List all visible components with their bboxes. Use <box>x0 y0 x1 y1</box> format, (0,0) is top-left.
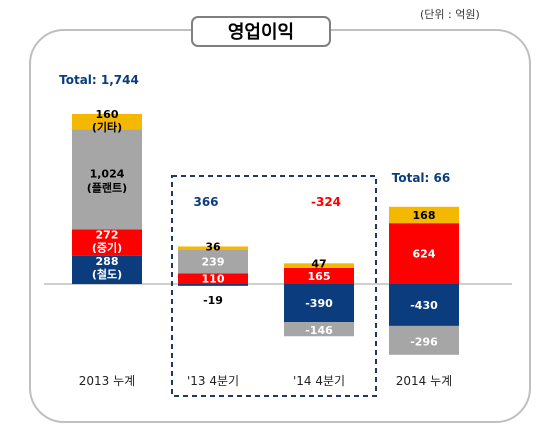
value-label-기타-0: 160 <box>96 108 119 121</box>
bar-철도-0 <box>72 255 142 284</box>
bar-철도-3 <box>389 284 459 326</box>
bar-중기-2 <box>284 267 354 284</box>
value-label-기타-1: 36 <box>205 240 221 253</box>
value-label-중기-1: 110 <box>202 273 225 286</box>
bar-플랜트-3 <box>389 325 459 355</box>
value-label-플랜트-1: 239 <box>202 256 225 269</box>
value-label-중기-0: 272 <box>96 228 119 241</box>
total-label-1: 366 <box>193 195 218 209</box>
unit-note: (단위 : 억원) <box>420 8 480 21</box>
series-label-철도: (철도) <box>92 267 122 281</box>
series-label-기타: (기타) <box>92 120 122 134</box>
series-label-플랜트: (플랜트) <box>87 180 127 194</box>
bar-기타-1 <box>178 246 248 250</box>
total-label-3: Total: 66 <box>392 171 450 185</box>
bar-철도-2 <box>284 284 354 323</box>
bar-group <box>72 113 459 355</box>
bar-기타-0 <box>72 113 142 130</box>
bar-플랜트-0 <box>72 129 142 230</box>
label-group: 288(철도) 272(중기) 1,024(플랜트) 160(기타) 110 239 36 -… <box>59 73 452 388</box>
value-label-기타-2: 47 <box>311 257 326 270</box>
total-label-0: Total: 1,744 <box>59 73 139 87</box>
bar-철도-1 <box>178 284 248 286</box>
bar-플랜트-2 <box>284 322 354 337</box>
value-label-철도-0: 288 <box>96 255 119 268</box>
bar-기타-3 <box>389 206 459 224</box>
category-label-2: '14 4분기 <box>293 374 345 388</box>
category-label-0: 2013 누계 <box>79 374 135 388</box>
total-label-2: -324 <box>311 195 341 209</box>
value-label-플랜트-2: -146 <box>305 324 333 337</box>
category-label-1: '13 4분기 <box>187 374 239 388</box>
value-label-철도-1: -19 <box>203 294 223 307</box>
bar-중기-3 <box>389 223 459 284</box>
value-label-중기-3: 624 <box>413 248 436 261</box>
highlight-box <box>171 175 377 397</box>
bar-중기-0 <box>72 229 142 256</box>
title-box <box>191 16 331 47</box>
value-label-철도-3: -430 <box>410 299 438 312</box>
series-label-중기: (중기) <box>92 240 122 254</box>
bar-플랜트-1 <box>178 249 248 274</box>
value-label-플랜트-3: -296 <box>410 335 438 348</box>
value-label-플랜트-0: 1,024 <box>90 167 125 180</box>
value-label-중기-2: 165 <box>308 270 331 283</box>
bar-중기-1 <box>178 273 248 284</box>
value-label-기타-3: 168 <box>413 209 436 222</box>
chart-title: 영업이익 <box>228 22 294 43</box>
bar-기타-2 <box>284 263 354 268</box>
value-label-철도-2: -390 <box>305 297 333 310</box>
category-label-3: 2014 누계 <box>396 374 452 388</box>
